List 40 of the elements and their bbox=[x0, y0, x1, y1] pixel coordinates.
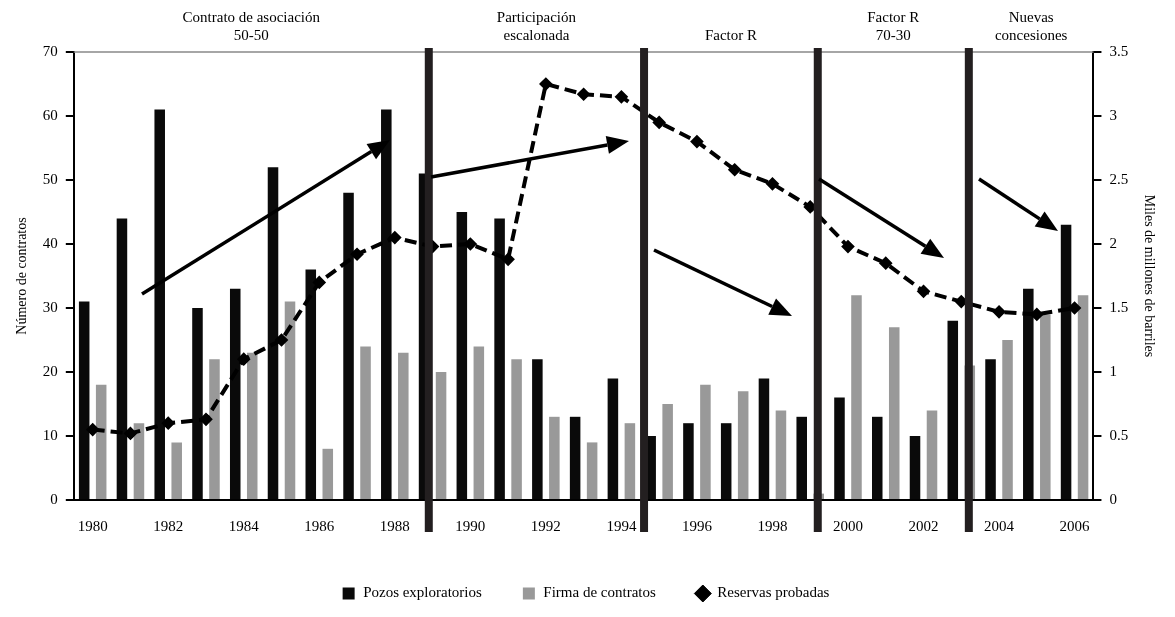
text: Factor R bbox=[704, 27, 757, 43]
y-axis-title: Número de contratos bbox=[14, 217, 30, 335]
y2-tick-label: 0 bbox=[1109, 490, 1117, 507]
text: Factor R 70-30 bbox=[867, 9, 920, 43]
y2-tick-label: 1 bbox=[1109, 362, 1117, 379]
y-tick-label: 50 bbox=[42, 170, 58, 187]
y-tick-label: 20 bbox=[42, 362, 58, 379]
y-tick-label: 10 bbox=[42, 426, 58, 443]
x-tick-label: 2002 bbox=[908, 517, 939, 534]
text: Participación escalonada bbox=[496, 9, 577, 43]
y2-axis-title: Miles de millones de barriles bbox=[1141, 194, 1157, 358]
x-tick-label: 1990 bbox=[455, 517, 486, 534]
y-tick-label: 40 bbox=[42, 234, 58, 251]
y2-tick-label: 0.5 bbox=[1109, 426, 1129, 443]
y2-tick-label: 2.5 bbox=[1109, 170, 1129, 187]
x-tick-label: 2000 bbox=[832, 517, 863, 534]
legend-label: Reservas probadas bbox=[717, 584, 830, 601]
x-tick-label: 1982 bbox=[153, 517, 184, 534]
text: Contrato de asociación 50-50 bbox=[182, 9, 321, 43]
x-tick-label: 2006 bbox=[1059, 517, 1091, 534]
legend-label: Firma de contratos bbox=[543, 584, 656, 601]
legend-label: Pozos exploratorios bbox=[363, 584, 483, 601]
y2-tick-label: 3.5 bbox=[1109, 42, 1129, 59]
y-tick-label: 60 bbox=[42, 106, 58, 123]
x-tick-label: 1980 bbox=[77, 517, 108, 534]
y-tick-label: 70 bbox=[42, 42, 58, 59]
x-tick-label: 1994 bbox=[606, 517, 637, 534]
x-tick-label: 1988 bbox=[379, 517, 410, 534]
x-tick-label: 2004 bbox=[984, 517, 1015, 534]
x-tick-label: 1996 bbox=[681, 517, 713, 534]
y-tick-label: 0 bbox=[50, 490, 58, 507]
x-tick-label: 1992 bbox=[530, 517, 561, 534]
y2-tick-label: 1.5 bbox=[1109, 298, 1129, 315]
y2-tick-label: 3 bbox=[1109, 106, 1117, 123]
x-tick-label: 1998 bbox=[757, 517, 788, 534]
x-tick-label: 1986 bbox=[304, 517, 335, 534]
x-tick-label: 1984 bbox=[228, 517, 260, 534]
y2-tick-label: 2 bbox=[1109, 234, 1117, 251]
text: Nuevas concesiones bbox=[994, 9, 1068, 43]
y-tick-label: 30 bbox=[42, 298, 58, 315]
